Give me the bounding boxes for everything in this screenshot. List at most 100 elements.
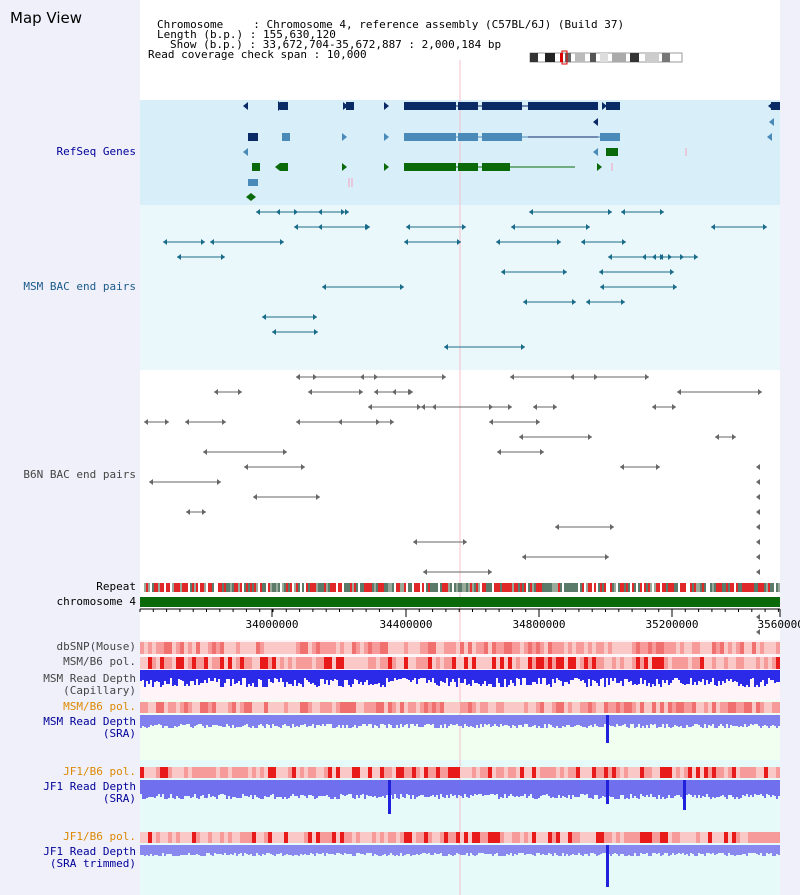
repeat-segment [326, 583, 328, 592]
heat-cell [316, 642, 320, 654]
repeat-segment [238, 583, 240, 592]
depth-bar [322, 780, 324, 796]
depth-bar [778, 845, 780, 855]
depth-bar [684, 715, 686, 728]
depth-bar [252, 715, 254, 726]
depth-bar [584, 780, 586, 795]
depth-bar [508, 845, 510, 855]
heat-cell [732, 657, 736, 669]
repeat-segment [478, 583, 480, 592]
heat-cell [500, 657, 504, 669]
depth-bar [458, 670, 460, 678]
heat-cell [500, 767, 504, 778]
heat-cell [336, 702, 340, 713]
depth-bar [686, 845, 688, 854]
repeat-segment [584, 583, 586, 592]
heat-cell [404, 832, 408, 843]
heat-cell [336, 642, 340, 654]
depth-bar [588, 715, 590, 726]
msm-b6-pol-label[interactable]: MSM/B6 pol. [63, 655, 136, 668]
depth-bar [650, 845, 652, 856]
repeat-segment [284, 583, 286, 592]
heat-cell [640, 832, 644, 843]
strand-arrow [238, 389, 242, 395]
heat-cell [708, 657, 712, 669]
repeat-segment [650, 583, 652, 592]
depth-bar [758, 670, 760, 687]
jf1-b6-pol-label-2[interactable]: JF1/B6 pol. [63, 830, 136, 843]
depth-bar [748, 845, 750, 853]
depth-bar [528, 670, 530, 685]
repeat-segment [612, 583, 614, 592]
depth-bar [690, 845, 692, 853]
depth-bar [626, 715, 628, 727]
heat-cell [164, 642, 168, 654]
repeat-segment [272, 583, 274, 592]
b6n-bac-label[interactable]: B6N BAC end pairs [23, 468, 136, 481]
heat-cell [728, 767, 732, 778]
depth-bar [332, 845, 334, 854]
depth-bar [740, 780, 742, 798]
depth-bar [600, 780, 602, 798]
depth-bar [532, 715, 534, 726]
depth-bar [434, 780, 436, 797]
strand-arrow [462, 224, 466, 230]
heat-cell [276, 657, 280, 669]
msm-bac-label[interactable]: MSM BAC end pairs [23, 280, 136, 293]
depth-bar [698, 715, 700, 725]
depth-bar [170, 780, 172, 794]
repeat-segment [296, 583, 298, 592]
depth-bar [752, 845, 754, 853]
depth-bar [212, 670, 214, 681]
strand-arrow [756, 524, 760, 530]
depth-bar [736, 670, 738, 682]
depth-bar [490, 780, 492, 794]
depth-bar [466, 845, 468, 853]
heat-cell [304, 657, 308, 669]
msm-b6-pol-sra-label[interactable]: MSM/B6 pol. [63, 700, 136, 713]
depth-bar [762, 845, 764, 856]
repeat-segment [756, 583, 758, 592]
heat-cell [308, 702, 312, 713]
depth-bar [262, 715, 264, 726]
depth-bar [292, 715, 294, 724]
jf1-depth-trimmed-label[interactable]: JF1 Read Depth (SRA trimmed) [0, 846, 136, 870]
heat-cell [276, 767, 280, 778]
heat-cell [236, 642, 240, 654]
depth-bar [210, 780, 212, 797]
heat-cell [576, 832, 580, 843]
dbsnp-label[interactable]: dbSNP(Mouse) [56, 640, 136, 653]
depth-bar [318, 780, 320, 796]
depth-bar [498, 780, 500, 799]
repeat-segment [762, 583, 764, 592]
strand-arrow [610, 524, 614, 530]
depth-bar [298, 780, 300, 798]
depth-bar [600, 845, 602, 854]
depth-bar [708, 845, 710, 853]
strand-arrow [343, 102, 348, 110]
strand-arrow [384, 133, 389, 141]
heat-cell [328, 767, 332, 778]
refseq-label[interactable]: RefSeq Genes [56, 145, 136, 158]
depth-bar [656, 715, 658, 728]
strand-arrow [457, 239, 461, 245]
depth-bar [388, 670, 390, 682]
right-margin [780, 0, 800, 895]
heat-cell [556, 832, 560, 843]
jf1-depth-sra-label[interactable]: JF1 Read Depth (SRA) [0, 781, 136, 805]
repeat-segment [766, 583, 768, 592]
msm-depth-capillary-label[interactable]: MSM Read Depth (Capillary) [0, 673, 136, 697]
depth-bar [772, 845, 774, 856]
repeat-segment [754, 583, 756, 592]
msm-depth-sra-label[interactable]: MSM Read Depth (SRA) [0, 716, 136, 740]
depth-bar [416, 715, 418, 724]
depth-bar [478, 715, 480, 728]
repeat-segment [180, 583, 182, 592]
jf1-b6-pol-label-1[interactable]: JF1/B6 pol. [63, 765, 136, 778]
ideogram-band [575, 53, 585, 62]
depth-spike [388, 780, 391, 814]
depth-bar [624, 780, 626, 799]
heat-cell [284, 832, 288, 843]
depth-bar [172, 670, 174, 686]
